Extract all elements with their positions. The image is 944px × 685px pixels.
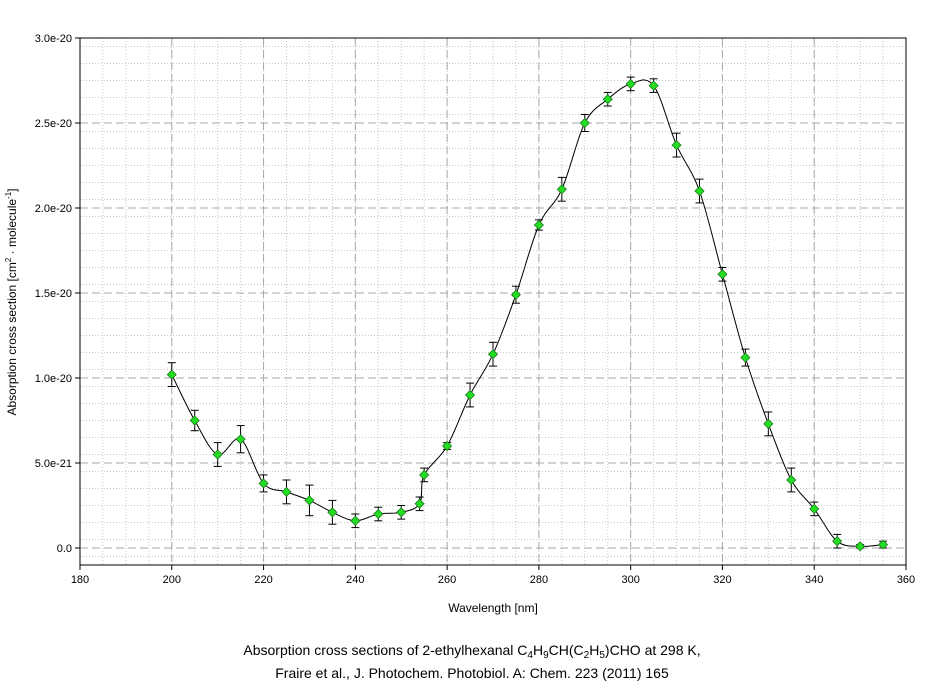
data-point-marker (809, 503, 820, 514)
data-point-marker (189, 415, 200, 426)
data-point-marker (235, 434, 246, 445)
figure-caption-line-1: Absorption cross sections of 2-ethylhexa… (243, 642, 701, 661)
data-point-marker (396, 507, 407, 518)
figure-caption-line-2: Fraire et al., J. Photochem. Photobiol. … (275, 665, 669, 681)
data-point-marker (212, 449, 223, 460)
y-tick-label: 1.0e-20 (35, 373, 72, 385)
x-tick-label: 240 (346, 574, 364, 586)
x-tick-label: 300 (621, 574, 639, 586)
data-point-marker (763, 418, 774, 429)
data-point-marker (786, 474, 797, 486)
fit-curve-layer (171, 79, 884, 547)
data-point-marker (717, 269, 728, 280)
data-point-marker (442, 440, 453, 452)
data-point-marker (740, 352, 751, 363)
grid (79, 37, 907, 565)
axis-ticks: 180 200 220 240 260 280 300 320 340 360 0.0 5.0e-21… (35, 33, 915, 586)
data-point-marker (671, 140, 682, 151)
data-point-marker (579, 117, 590, 129)
data-point-marker (350, 515, 361, 526)
x-tick-label: 360 (897, 574, 915, 586)
data-point-marker (694, 185, 705, 197)
fit-curve (171, 79, 884, 547)
y-axis-label: Absorption cross section [cm2 · molecule… (4, 188, 19, 415)
x-tick-label: 200 (163, 574, 181, 586)
data-point-marker (327, 507, 338, 518)
x-tick-label: 280 (530, 574, 548, 586)
y-tick-label: 0.0 (57, 543, 72, 555)
data-points (166, 78, 889, 552)
data-point-marker (373, 508, 384, 520)
data-point-marker (855, 541, 866, 552)
data-point-marker (281, 486, 292, 497)
data-point-marker (166, 369, 177, 380)
y-tick-label: 2.0e-20 (35, 203, 72, 215)
y-tick-label: 2.5e-20 (35, 118, 72, 130)
data-point-marker (648, 80, 659, 91)
error-bars (167, 76, 888, 549)
data-point-marker (533, 219, 544, 231)
x-axis-label: Wavelength [nm] (448, 601, 538, 615)
data-point-marker (877, 539, 889, 550)
data-point-marker (556, 184, 567, 195)
x-tick-label: 320 (713, 574, 731, 586)
x-tick-label: 180 (71, 574, 89, 586)
data-point-marker (419, 469, 430, 480)
data-point-marker (832, 536, 843, 547)
data-point-marker (602, 94, 613, 105)
x-tick-label: 340 (805, 574, 823, 586)
y-tick-label: 5.0e-21 (35, 458, 72, 470)
data-point-marker (625, 78, 636, 89)
data-point-marker (487, 349, 499, 360)
data-point-marker (258, 478, 269, 489)
data-point-marker (464, 389, 476, 401)
x-tick-label: 260 (438, 574, 456, 586)
data-point-marker (414, 498, 425, 509)
y-tick-label: 1.5e-20 (35, 288, 72, 300)
plot-frame (79, 37, 907, 566)
y-tick-label: 3.0e-20 (35, 33, 72, 45)
x-tick-label: 220 (254, 574, 272, 586)
chart-canvas: 180 200 220 240 260 280 300 320 340 360 0.0 5.0e-21… (4, 33, 915, 615)
data-point-marker (304, 495, 315, 506)
data-point-marker (510, 289, 522, 300)
